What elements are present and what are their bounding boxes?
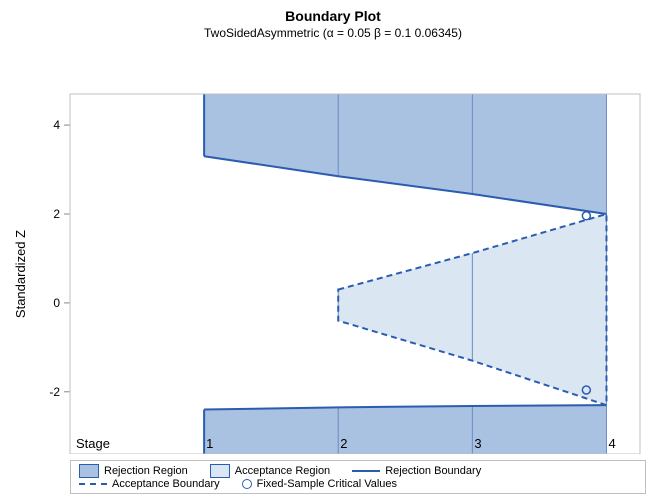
boundary-plot-chart: Boundary Plot TwoSidedAsymmetric (α = 0.… [0, 0, 666, 500]
chart-title: Boundary Plot [0, 0, 666, 24]
legend-label: Fixed-Sample Critical Values [257, 478, 397, 490]
legend-rejection-region: Rejection Region [79, 464, 188, 478]
stage-number: 4 [608, 436, 615, 451]
legend-label: Rejection Region [104, 465, 188, 477]
y-tick-label: 4 [53, 118, 60, 132]
legend-fixed-sample: Fixed-Sample Critical Values [242, 478, 397, 490]
legend-label: Rejection Boundary [385, 465, 481, 477]
stage-number: 2 [340, 436, 347, 451]
chart-subtitle: TwoSidedAsymmetric (α = 0.05 β = 0.1 0.0… [0, 24, 666, 44]
acceptance-swatch [210, 464, 230, 478]
rejection-swatch [79, 464, 99, 478]
legend: Rejection Region Acceptance Region Rejec… [70, 460, 646, 494]
legend-rejection-boundary: Rejection Boundary [352, 465, 481, 477]
legend-acceptance-region: Acceptance Region [210, 464, 330, 478]
lower-rejection-region [204, 405, 606, 454]
y-tick-label: 0 [53, 296, 60, 310]
y-tick-label: 2 [53, 207, 60, 221]
dashed-line-sample [79, 483, 107, 485]
legend-label: Acceptance Boundary [112, 478, 220, 490]
solid-line-sample [352, 470, 380, 472]
circle-sample [242, 479, 252, 489]
plot-svg: 0123-2024Stage1234InformationStandardize… [0, 44, 666, 454]
stage-number: 1 [206, 436, 213, 451]
stage-number: 3 [474, 436, 481, 451]
y-tick-label: -2 [49, 385, 60, 399]
y-axis-label: Standardized Z [13, 230, 28, 318]
legend-acceptance-boundary: Acceptance Boundary [79, 478, 220, 490]
stage-title: Stage [76, 436, 110, 451]
legend-label: Acceptance Region [235, 465, 330, 477]
